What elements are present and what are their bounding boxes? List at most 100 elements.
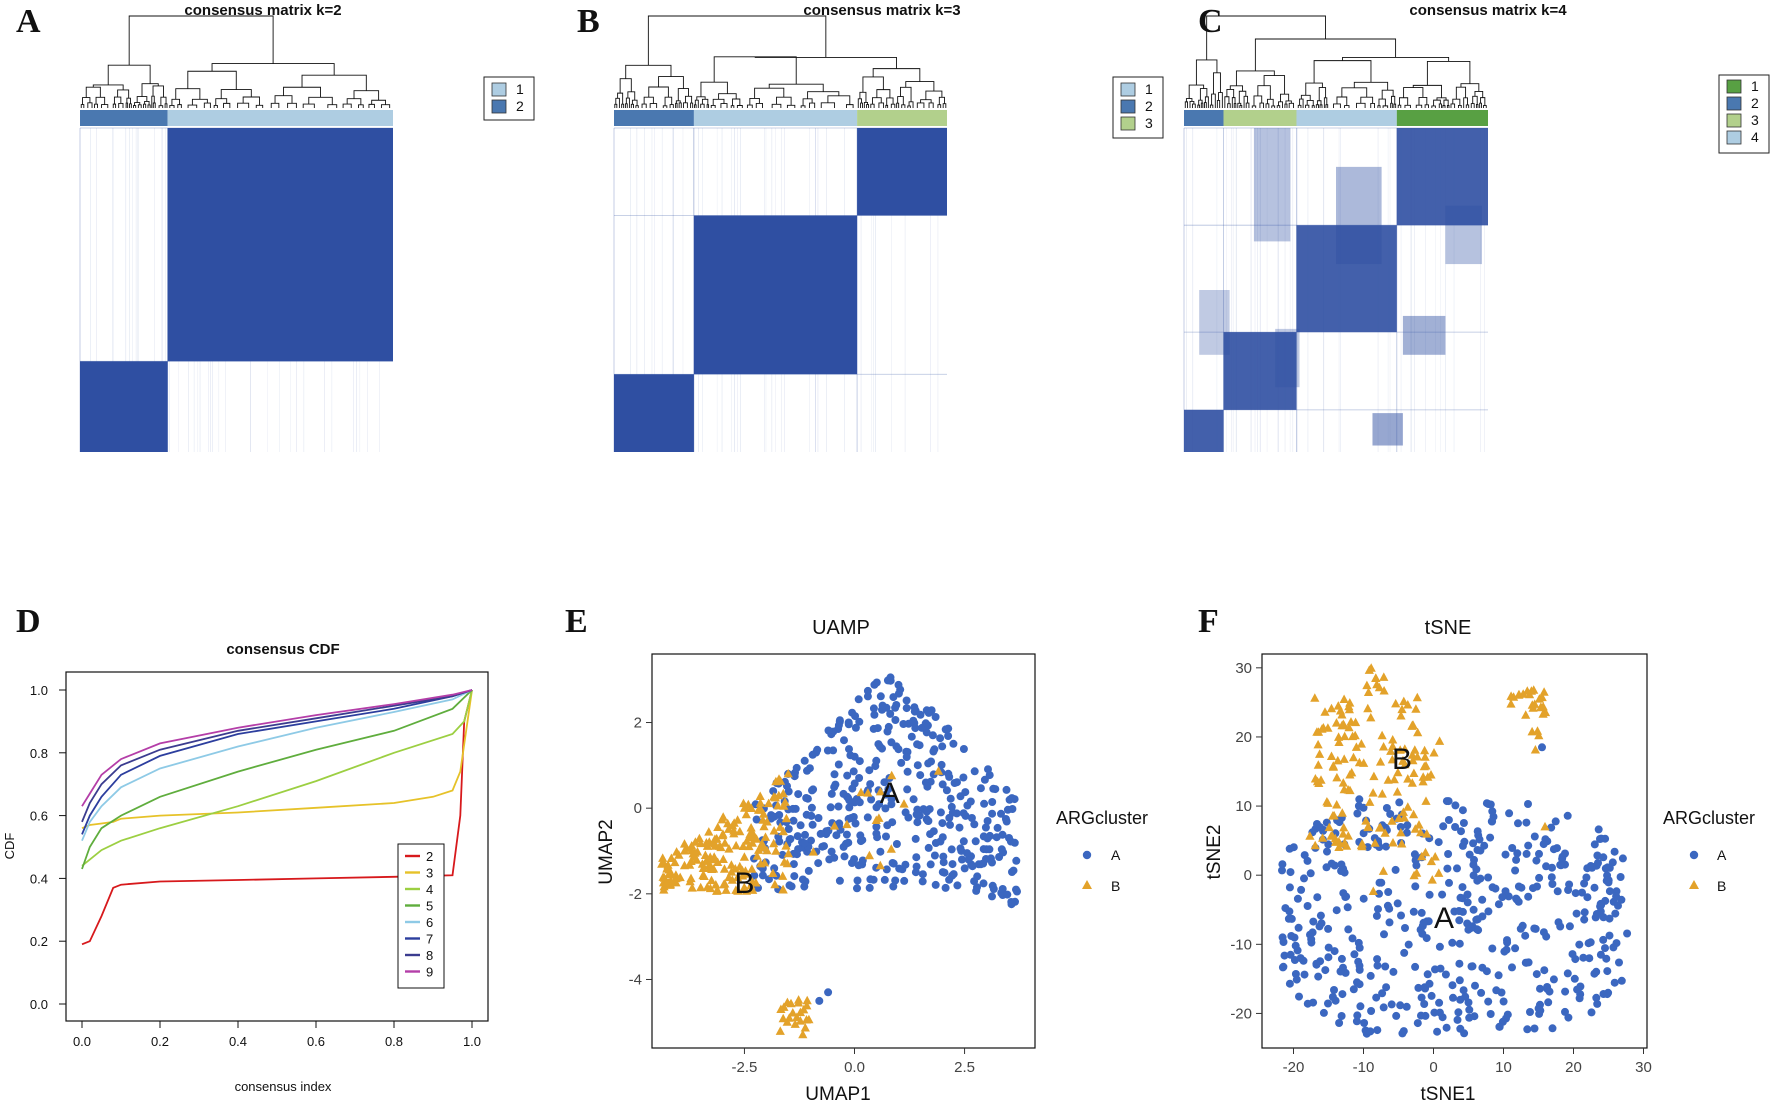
legend-k4-label-3: 3 bbox=[1751, 112, 1759, 128]
point-b bbox=[792, 1012, 802, 1021]
point-b bbox=[699, 871, 709, 880]
dendrogram-branch bbox=[1475, 103, 1479, 108]
point-a bbox=[1279, 938, 1288, 946]
point-a bbox=[787, 882, 796, 891]
umap-ylabel: UMAP2 bbox=[596, 819, 617, 884]
cdf-line-6 bbox=[81, 689, 473, 842]
point-b bbox=[1370, 838, 1380, 847]
point-a bbox=[1579, 953, 1588, 962]
point-a bbox=[1285, 979, 1294, 988]
point-a bbox=[1396, 823, 1405, 831]
dendrogram-branch bbox=[1276, 105, 1281, 108]
point-a bbox=[1453, 1015, 1462, 1024]
point-b bbox=[712, 833, 722, 843]
legend-k4-swatch-1 bbox=[1726, 79, 1742, 94]
cluster-label-b: B bbox=[734, 867, 754, 900]
point-a bbox=[902, 704, 911, 713]
point-a bbox=[1535, 849, 1543, 858]
point-a bbox=[856, 837, 865, 846]
umap-points bbox=[657, 673, 1021, 1039]
point-a bbox=[839, 789, 848, 798]
point-b bbox=[1411, 704, 1421, 713]
point-a bbox=[1473, 876, 1482, 885]
point-a bbox=[910, 703, 919, 712]
point-b bbox=[724, 824, 734, 833]
panel-a-title: consensus matrix k=2 bbox=[184, 2, 341, 19]
point-a bbox=[1349, 985, 1358, 994]
point-a bbox=[1455, 939, 1464, 948]
point-a bbox=[899, 720, 908, 728]
dendrogram-branch bbox=[694, 104, 697, 108]
dendrogram-branch bbox=[215, 98, 228, 106]
point-a bbox=[891, 876, 900, 885]
point-b bbox=[738, 841, 748, 850]
point-b bbox=[1403, 802, 1413, 811]
point-b bbox=[1365, 797, 1375, 806]
point-a bbox=[1464, 925, 1473, 934]
dendrogram-branch bbox=[1438, 103, 1442, 108]
tsne-legend-label-a: A bbox=[1717, 847, 1727, 863]
point-b bbox=[1378, 866, 1388, 875]
dendrogram-branch bbox=[907, 105, 911, 108]
dendrogram-branch bbox=[368, 103, 375, 108]
cdf-legend-label-3: 3 bbox=[426, 866, 433, 881]
panel-letter-d: D bbox=[16, 603, 41, 640]
point-a bbox=[959, 745, 968, 753]
point-a bbox=[858, 856, 867, 865]
point-b bbox=[1348, 752, 1359, 762]
point-a bbox=[1309, 998, 1318, 1007]
point-a bbox=[1314, 972, 1323, 981]
point-b bbox=[1369, 771, 1379, 781]
dendrogram-branch bbox=[1188, 84, 1205, 99]
point-a bbox=[931, 713, 940, 721]
point-a bbox=[1484, 997, 1493, 1006]
matrix-block bbox=[167, 128, 393, 362]
point-b bbox=[704, 861, 714, 870]
point-a bbox=[1430, 1008, 1439, 1017]
dendrogram-branch bbox=[1450, 103, 1456, 108]
point-a bbox=[1455, 916, 1464, 925]
legend-k4-swatch-2 bbox=[1726, 96, 1742, 111]
point-a bbox=[1330, 861, 1339, 870]
point-a bbox=[1324, 840, 1333, 849]
point-b bbox=[1396, 711, 1406, 720]
point-a bbox=[824, 988, 833, 997]
point-a bbox=[1293, 894, 1302, 903]
point-a bbox=[1337, 860, 1346, 869]
legend-k3: 1 2 3 bbox=[1112, 76, 1164, 139]
point-a bbox=[1610, 978, 1619, 987]
point-a bbox=[945, 875, 954, 884]
dendrogram-branch bbox=[1184, 101, 1188, 108]
point-b bbox=[775, 1026, 785, 1035]
dendrogram-branch bbox=[683, 102, 688, 108]
point-a bbox=[1473, 915, 1482, 924]
point-a bbox=[1402, 828, 1411, 837]
point-b bbox=[1351, 742, 1361, 751]
point-b bbox=[778, 871, 788, 880]
cdf-y-tick-label: 0.0 bbox=[30, 997, 48, 1012]
point-a bbox=[826, 803, 835, 812]
point-b bbox=[1339, 694, 1349, 703]
point-a bbox=[1612, 939, 1621, 948]
dendrogram-branch bbox=[1311, 105, 1315, 108]
point-a bbox=[1385, 918, 1394, 927]
point-a bbox=[1291, 970, 1300, 978]
point-a bbox=[1578, 888, 1586, 897]
matrix-partial-block bbox=[1402, 315, 1446, 355]
point-a bbox=[956, 844, 965, 853]
dendrogram-branch bbox=[1263, 75, 1286, 95]
point-a bbox=[801, 830, 809, 839]
point-b bbox=[662, 864, 672, 873]
point-a bbox=[1317, 919, 1326, 928]
dendrogram-branch bbox=[802, 98, 813, 106]
point-a bbox=[948, 860, 957, 869]
dendrogram-branch bbox=[177, 104, 182, 108]
point-a bbox=[1417, 993, 1426, 1002]
dendrogram-branch bbox=[1397, 104, 1402, 108]
point-b bbox=[1361, 816, 1371, 825]
point-a bbox=[1535, 873, 1544, 882]
point-a bbox=[840, 736, 848, 745]
point-b bbox=[1371, 673, 1381, 682]
dendrogram-branch bbox=[712, 98, 725, 106]
point-b bbox=[726, 860, 736, 869]
